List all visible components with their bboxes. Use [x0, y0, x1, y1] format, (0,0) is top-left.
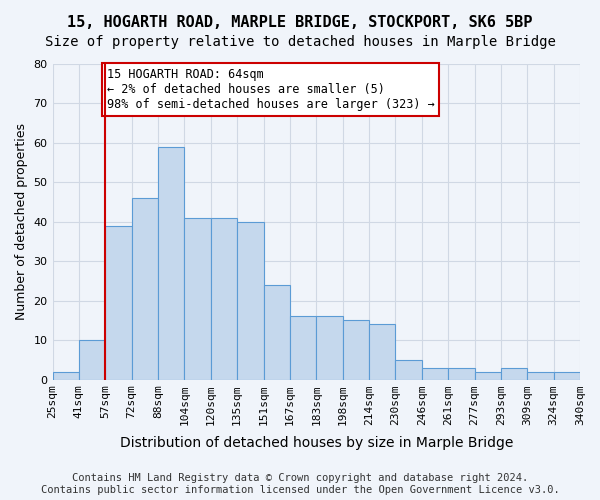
Bar	[369, 324, 395, 380]
Bar	[211, 218, 237, 380]
Y-axis label: Number of detached properties: Number of detached properties	[15, 124, 28, 320]
Text: Size of property relative to detached houses in Marple Bridge: Size of property relative to detached ho…	[44, 35, 556, 49]
Bar	[290, 316, 316, 380]
Bar	[316, 316, 343, 380]
Bar	[79, 340, 105, 380]
Bar	[105, 226, 131, 380]
Bar	[53, 372, 79, 380]
Bar	[475, 372, 501, 380]
Bar	[131, 198, 158, 380]
Bar	[448, 368, 475, 380]
Text: Contains HM Land Registry data © Crown copyright and database right 2024.
Contai: Contains HM Land Registry data © Crown c…	[41, 474, 559, 495]
Text: 15, HOGARTH ROAD, MARPLE BRIDGE, STOCKPORT, SK6 5BP: 15, HOGARTH ROAD, MARPLE BRIDGE, STOCKPO…	[67, 15, 533, 30]
X-axis label: Distribution of detached houses by size in Marple Bridge: Distribution of detached houses by size …	[119, 436, 513, 450]
Bar	[184, 218, 211, 380]
Bar	[554, 372, 580, 380]
Text: 15 HOGARTH ROAD: 64sqm
← 2% of detached houses are smaller (5)
98% of semi-detac: 15 HOGARTH ROAD: 64sqm ← 2% of detached …	[107, 68, 434, 111]
Bar	[263, 285, 290, 380]
Bar	[527, 372, 554, 380]
Bar	[395, 360, 422, 380]
Bar	[501, 368, 527, 380]
Bar	[422, 368, 448, 380]
Bar	[237, 222, 263, 380]
Bar	[158, 147, 184, 380]
Bar	[343, 320, 369, 380]
